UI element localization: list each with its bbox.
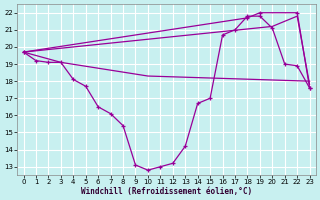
X-axis label: Windchill (Refroidissement éolien,°C): Windchill (Refroidissement éolien,°C)	[81, 187, 252, 196]
